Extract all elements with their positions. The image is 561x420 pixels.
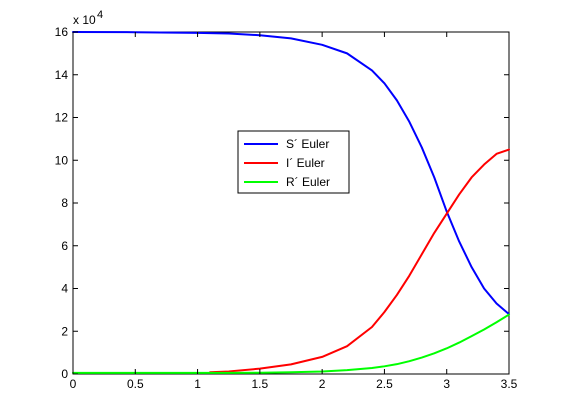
y-axis: 0 2 4 6 8 10 12 14 16 (55, 25, 509, 381)
series-line-0 (72, 31, 510, 316)
y-tick-label: 8 (61, 196, 68, 210)
series-layer (72, 31, 510, 374)
y-tick-label: 16 (55, 25, 69, 39)
y-multiplier: x 10 4 (73, 9, 103, 27)
series-line-2 (72, 313, 510, 374)
y-tick-label: 2 (61, 324, 68, 338)
series-line-1 (209, 148, 510, 374)
legend: S´ Euler I´ Euler R´ Euler (237, 130, 350, 194)
plot-area (72, 31, 510, 375)
y-multiplier-label: x 10 (73, 13, 96, 27)
legend-label-2: R´ Euler (286, 175, 330, 189)
x-axis: 0 0.5 1 1.5 2 2.5 3 3.5 (70, 32, 518, 391)
legend-label-0: S´ Euler (286, 137, 329, 151)
x-tick-label: 1.5 (252, 377, 269, 391)
y-tick-label: 10 (55, 153, 69, 167)
y-tick-label: 6 (61, 239, 68, 253)
x-tick-label: 0.5 (127, 377, 144, 391)
y-tick-label: 12 (55, 111, 69, 125)
y-tick-label: 4 (61, 282, 68, 296)
x-tick-label: 2.5 (376, 377, 393, 391)
y-tick-label: 14 (55, 68, 69, 82)
legend-label-1: I´ Euler (286, 156, 325, 170)
x-tick-label: 1 (194, 377, 201, 391)
x-tick-label: 2 (319, 377, 326, 391)
x-tick-label: 3.5 (501, 377, 518, 391)
y-tick-label: 0 (61, 367, 68, 381)
x-tick-label: 0 (70, 377, 77, 391)
y-multiplier-exponent: 4 (97, 9, 103, 21)
x-tick-label: 3 (443, 377, 450, 391)
